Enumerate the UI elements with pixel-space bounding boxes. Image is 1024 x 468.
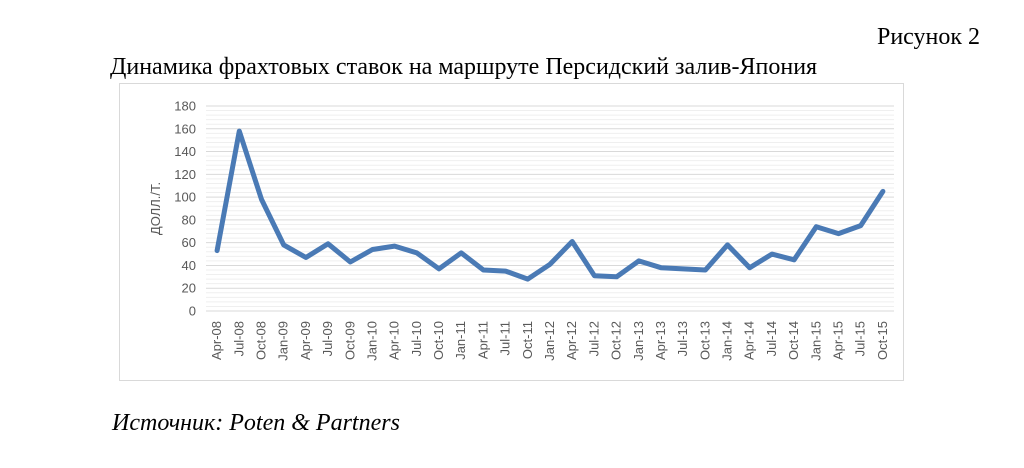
- x-tick-label: Apr-10: [387, 321, 402, 360]
- x-tick-label: Apr-11: [475, 321, 490, 359]
- y-tick-label: 0: [189, 304, 196, 319]
- chart-title: Динамика фрахтовых ставок на маршруте Пе…: [110, 54, 818, 80]
- x-tick-label: Jul-15: [853, 321, 868, 356]
- figure-label: Рисунок 2: [876, 24, 980, 50]
- x-tick-label: Jul-08: [231, 321, 246, 356]
- x-tick-label: Apr-09: [298, 321, 313, 360]
- x-tick-label: Apr-08: [209, 321, 224, 360]
- series-line: [214, 128, 886, 282]
- y-tick-label: 140: [174, 144, 196, 159]
- gridlines: [206, 105, 894, 312]
- x-tick-label: Jan-09: [276, 321, 291, 361]
- line-chart: 0 20 40 60 80 100 120 140 160 180 Apr-08 Jul-08 Oct…: [148, 99, 894, 361]
- source-note: Источник: Poten & Partners: [112, 410, 400, 436]
- y-tick-label: 120: [174, 167, 196, 182]
- x-tick-label: Jul-11: [498, 321, 513, 355]
- chart-frame: 0 20 40 60 80 100 120 140 160 180 Apr-08 Jul-08 Oct…: [119, 83, 904, 381]
- x-tick-label: Oct-08: [253, 321, 268, 360]
- x-tick-label: Apr-14: [742, 321, 757, 360]
- x-tick-label: Apr-13: [653, 321, 668, 360]
- x-tick-label: Jan-14: [720, 321, 735, 361]
- x-tick-label: Jan-10: [364, 321, 379, 361]
- y-tick-label: 20: [182, 281, 196, 296]
- x-tick-label: Oct-14: [786, 321, 801, 360]
- x-tick-label: Apr-12: [564, 321, 579, 360]
- x-tick-label: Jan-11: [453, 321, 468, 360]
- x-tick-label: Jul-13: [675, 321, 690, 356]
- x-tick-label: Jan-12: [542, 321, 557, 361]
- y-tick-label: 180: [174, 99, 196, 114]
- y-tick-label: 40: [182, 258, 196, 273]
- y-tick-label: 80: [182, 212, 196, 227]
- x-axis-ticks: Apr-08 Jul-08 Oct-08 Jan-09 Apr-09 Jul-09 Oct-…: [209, 321, 890, 361]
- x-tick-label: Oct-11: [520, 321, 535, 359]
- x-tick-label: Jan-13: [631, 321, 646, 361]
- x-tick-label: Jul-09: [320, 321, 335, 356]
- x-tick-label: Jul-14: [764, 321, 779, 356]
- y-tick-label: 160: [174, 121, 196, 136]
- x-tick-label: Oct-10: [431, 321, 446, 360]
- x-tick-label: Oct-15: [875, 321, 890, 360]
- series-group: [214, 128, 886, 282]
- y-tick-label: 100: [174, 190, 196, 205]
- x-tick-label: Apr-15: [831, 321, 846, 360]
- y-tick-label: 60: [182, 235, 196, 250]
- y-axis-label: ДОЛЛ./Т.: [148, 182, 163, 235]
- x-tick-label: Oct-12: [609, 321, 624, 360]
- x-tick-label: Jul-10: [409, 321, 424, 356]
- x-tick-label: Oct-13: [697, 321, 712, 360]
- x-tick-label: Jul-12: [586, 321, 601, 356]
- y-axis-ticks: 0 20 40 60 80 100 120 140 160 180: [174, 99, 196, 319]
- x-tick-label: Jan-15: [808, 321, 823, 361]
- x-tick-label: Oct-09: [342, 321, 357, 360]
